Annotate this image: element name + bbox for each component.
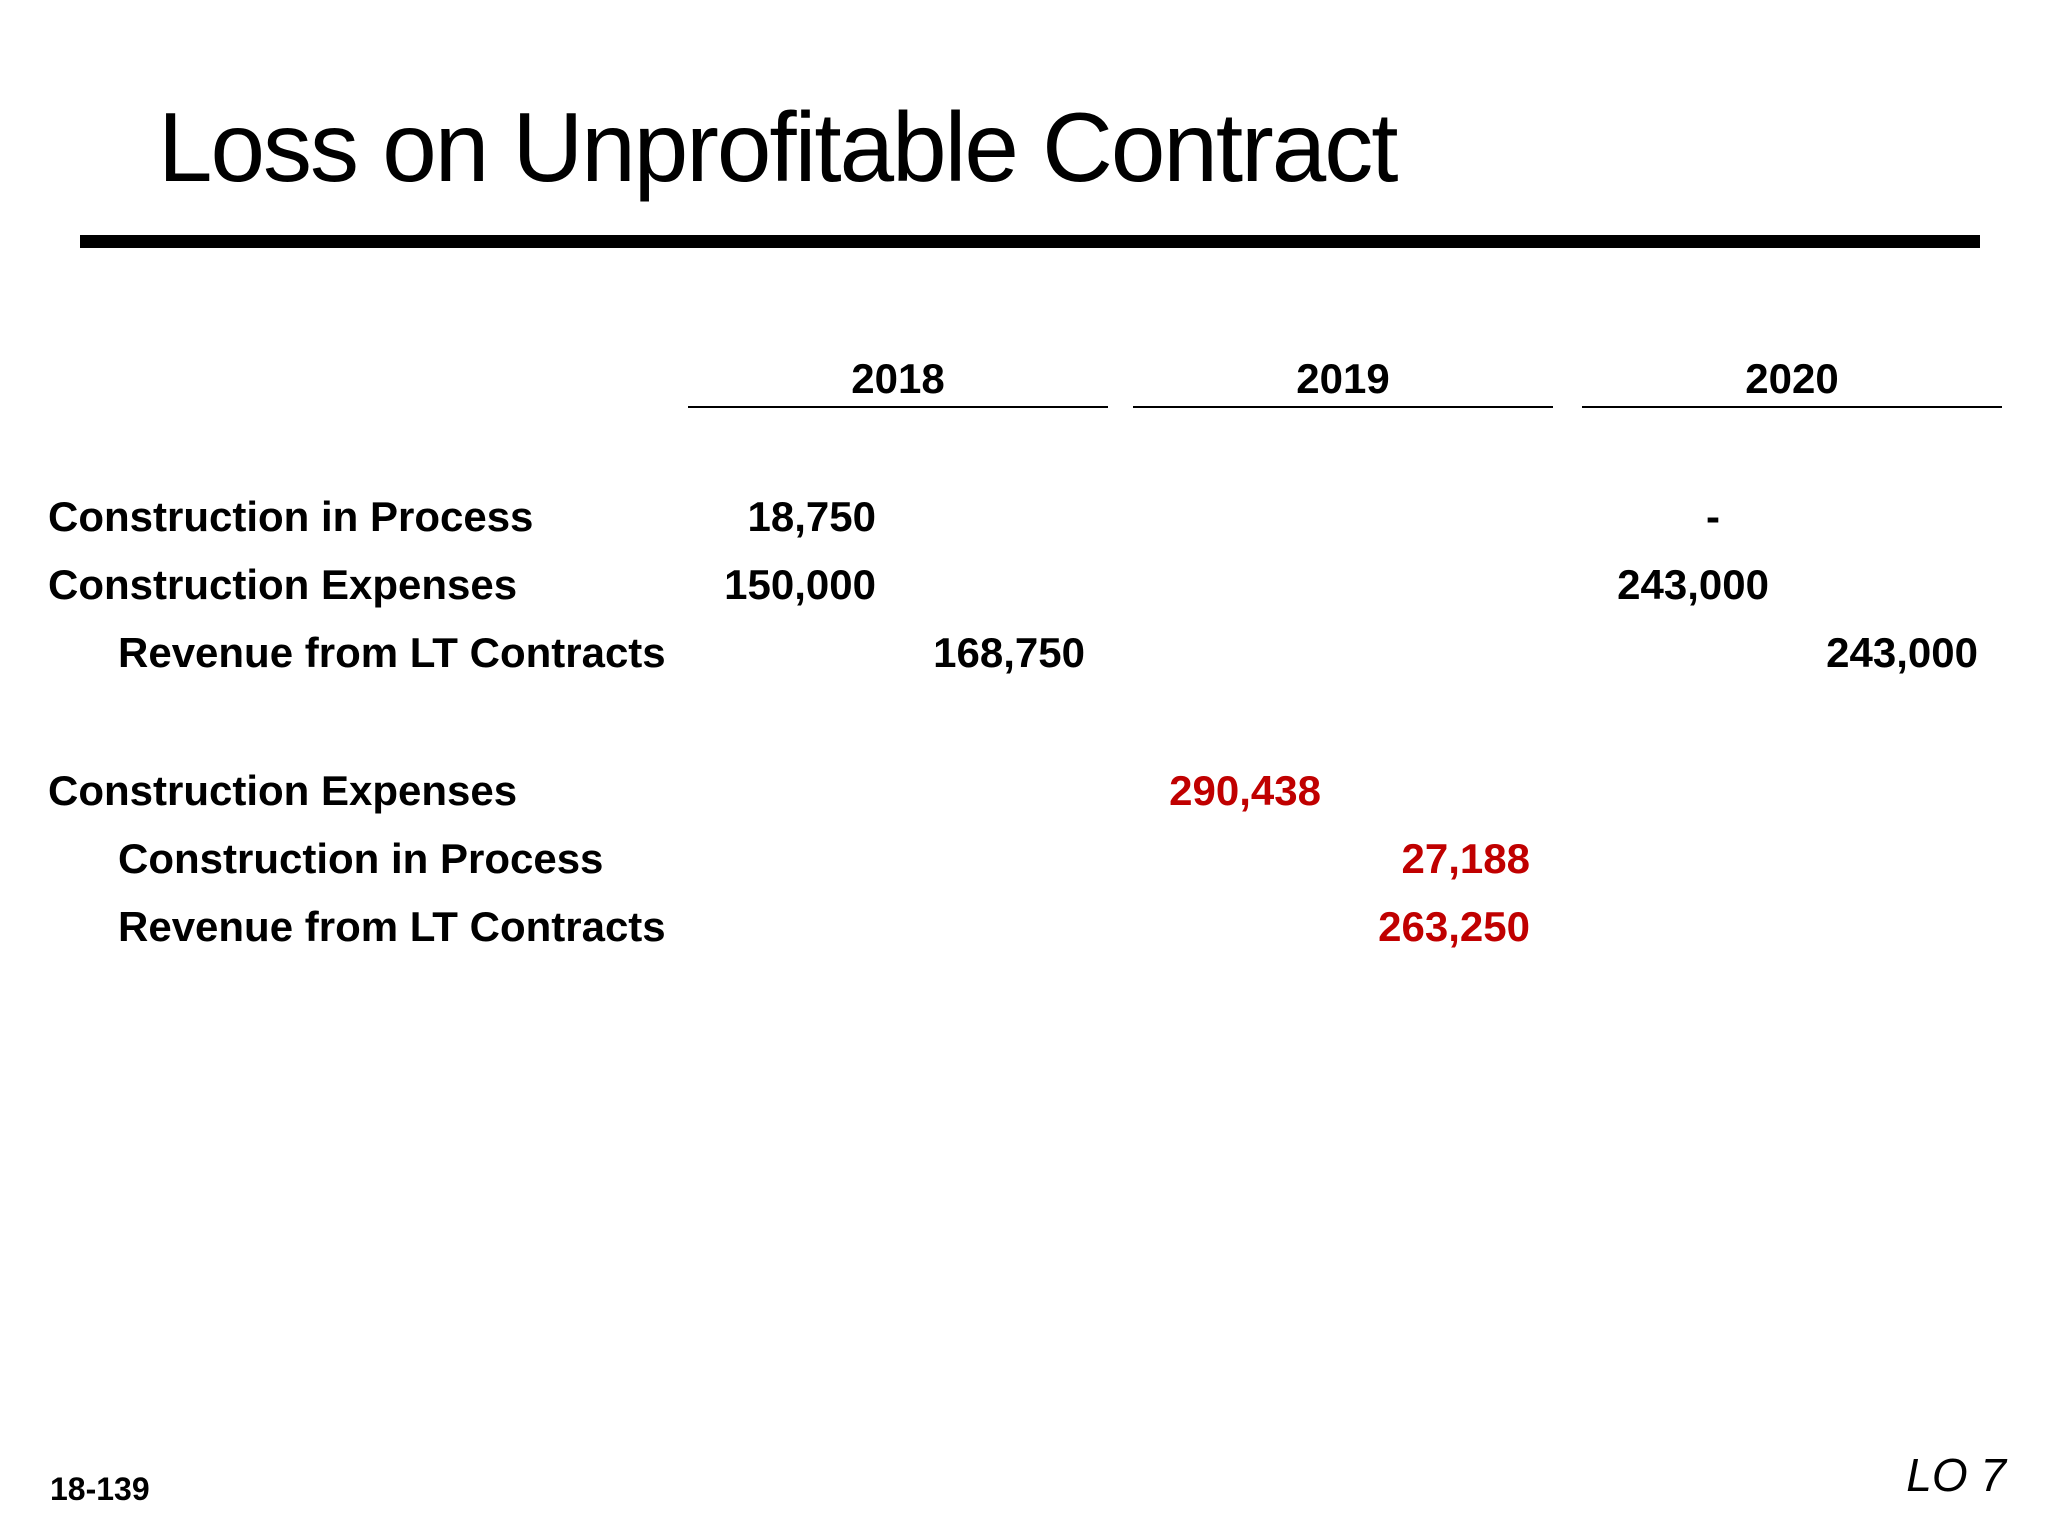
entry-label-construction-expenses: Construction Expenses [48, 561, 518, 608]
year-rule-2018 [688, 406, 1108, 408]
page-title: Loss on Unprofitable Contract [158, 92, 1398, 202]
amount-2019-expenses-debit: 290,438 [1169, 767, 1321, 814]
amount-2019-cip-credit: 27,188 [1401, 835, 1530, 882]
amount-2018-revenue-credit: 168,750 [933, 629, 1085, 676]
amount-2019-revenue-credit: 263,250 [1378, 903, 1530, 950]
year-rule-2019 [1133, 406, 1553, 408]
amount-2020-expenses-debit: 243,000 [1617, 561, 1769, 608]
entry-label-construction-in-process-2: Construction in Process [118, 835, 604, 882]
entry-label-construction-in-process: Construction in Process [48, 493, 534, 540]
entry-label-revenue-lt-contracts-2: Revenue from LT Contracts [118, 903, 666, 950]
learning-objective-tag: LO 7 [1906, 1449, 2006, 1501]
slide-number: 18-139 [50, 1471, 150, 1507]
entry-label-revenue-lt-contracts: Revenue from LT Contracts [118, 629, 666, 676]
title-divider [80, 235, 1980, 248]
year-header-2020: 2020 [1745, 355, 1839, 402]
year-rule-2020 [1582, 406, 2002, 408]
amount-2020-cip-debit: - [1706, 493, 1720, 540]
entry-label-construction-expenses-2: Construction Expenses [48, 767, 518, 814]
amount-2018-cip-debit: 18,750 [747, 493, 876, 540]
year-header-2019: 2019 [1296, 355, 1390, 402]
year-header-2018: 2018 [851, 355, 945, 402]
amount-2018-expenses-debit: 150,000 [724, 561, 876, 608]
amount-2020-revenue-credit: 243,000 [1826, 629, 1978, 676]
